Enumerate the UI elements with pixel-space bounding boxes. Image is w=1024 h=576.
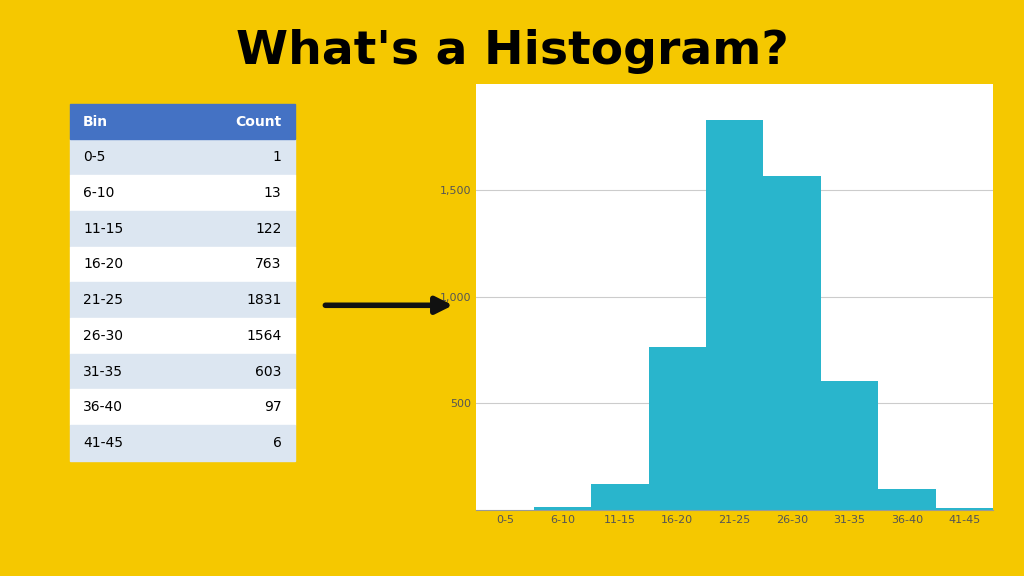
Text: Count: Count [236,115,282,128]
Text: 122: 122 [255,222,282,236]
Text: 36-40: 36-40 [83,400,123,414]
Text: What's a Histogram?: What's a Histogram? [236,29,788,74]
Bar [70,247,295,282]
Text: 763: 763 [255,257,282,271]
Bar [534,507,591,510]
Bar [821,381,879,510]
Bar [70,139,295,175]
Text: 11-15: 11-15 [83,222,124,236]
Text: 0-5: 0-5 [83,150,105,164]
Text: 603: 603 [255,365,282,378]
Text: 6: 6 [272,436,282,450]
Text: 31-35: 31-35 [83,365,123,378]
Text: 41-45: 41-45 [83,436,123,450]
Bar [70,318,295,354]
Text: 13: 13 [264,186,282,200]
Text: 1564: 1564 [246,329,282,343]
Bar [648,347,706,510]
Bar [70,354,295,389]
Bar [936,509,993,510]
Bar [70,282,295,318]
Text: 1831: 1831 [246,293,282,307]
Text: 26-30: 26-30 [83,329,123,343]
Bar [591,484,648,510]
Bar [70,389,295,425]
Bar [706,120,764,510]
Text: 1: 1 [272,150,282,164]
Bar [70,211,295,247]
Text: Bin: Bin [83,115,109,128]
Bar [70,425,295,461]
Bar [70,104,295,139]
Text: 6-10: 6-10 [83,186,115,200]
Text: 97: 97 [264,400,282,414]
Bar [764,176,821,510]
Text: 16-20: 16-20 [83,257,123,271]
Bar [879,489,936,510]
Text: 21-25: 21-25 [83,293,123,307]
Bar [70,175,295,211]
